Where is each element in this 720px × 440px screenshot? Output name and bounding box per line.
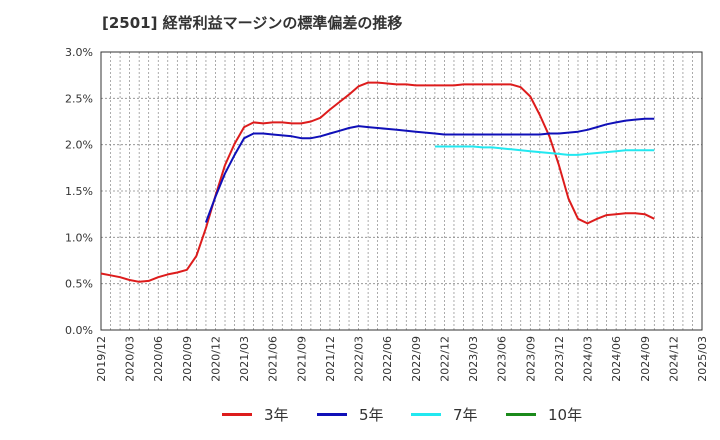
y-tick-label: 3.0%: [65, 46, 93, 59]
y-tick-label: 2.0%: [65, 139, 93, 152]
x-tick-label: 2021/06: [267, 336, 280, 382]
x-tick-label: 2024/09: [639, 336, 652, 382]
y-tick-label: 0.0%: [65, 324, 93, 337]
x-tick-label: 2023/09: [524, 336, 537, 382]
series-line-3年: [100, 81, 655, 283]
x-tick-label: 2023/12: [553, 336, 566, 382]
x-tick-label: 2025/03: [696, 336, 709, 382]
x-tick-label: 2020/12: [209, 336, 222, 382]
x-tick-label: 2021/03: [238, 336, 251, 382]
x-tick-label: 2022/12: [438, 336, 451, 382]
y-tick-label: 2.5%: [65, 92, 93, 105]
x-tick-label: 2021/09: [295, 336, 308, 382]
x-tick-label: 2024/03: [582, 336, 595, 382]
chart-title: [2501] 経常利益マージンの標準偏差の推移: [102, 14, 403, 32]
x-tick-label: 2020/03: [124, 336, 137, 382]
x-tick-label: 2019/12: [95, 336, 108, 382]
x-tick-label: 2022/03: [353, 336, 366, 382]
x-tick-label: 2022/09: [410, 336, 423, 382]
plot-border: [100, 51, 703, 331]
y-tick-label: 0.5%: [65, 278, 93, 291]
x-tick-label: 2024/06: [610, 336, 623, 382]
x-tick-label: 2022/06: [381, 336, 394, 382]
x-tick-label: 2023/06: [496, 336, 509, 382]
x-tick-label: 2024/12: [667, 336, 680, 382]
y-tick-label: 1.5%: [65, 185, 93, 198]
x-tick-label: 2020/06: [152, 336, 165, 382]
x-tick-label: 2021/12: [324, 336, 337, 382]
x-tick-label: 2020/09: [181, 336, 194, 382]
y-tick-label: 1.0%: [65, 231, 93, 244]
series-line-5年: [204, 117, 655, 223]
series-line-7年: [434, 145, 655, 156]
x-tick-label: 2023/03: [467, 336, 480, 382]
